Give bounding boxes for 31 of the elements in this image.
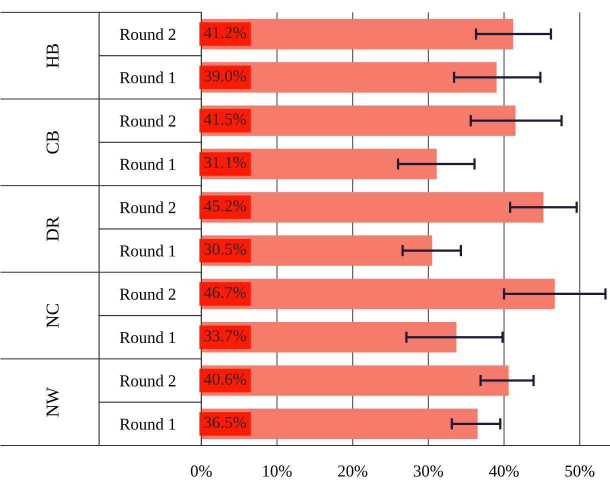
text: CB [46, 131, 59, 154]
y-tick-label: Round 2 [120, 202, 176, 214]
text: NW [46, 387, 59, 417]
text: DR [46, 216, 59, 241]
x-tick-label: 50% [565, 465, 594, 477]
y-tick-label: Round 1 [120, 244, 176, 257]
data-label: 33.7% [204, 330, 246, 342]
data-label: 41.5% [204, 114, 246, 125]
y-tick-label: Round 2 [120, 28, 176, 40]
data-label: 40.6% [204, 373, 246, 385]
data-label: 36.5% [204, 416, 246, 428]
x-tick-label: 10% [263, 465, 292, 477]
y-tick-label: Round 1 [120, 418, 176, 430]
data-label: 39.0% [204, 70, 246, 82]
data-label: 31.1% [204, 156, 246, 168]
data-label: 46.7% [204, 286, 246, 298]
y-tick-label: Round 1 [120, 72, 176, 84]
x-tick-label: 20% [338, 465, 368, 477]
x-tick-label: 30% [414, 465, 444, 477]
y-tick-label: Round 2 [120, 288, 176, 300]
data-label: 30.5% [204, 244, 246, 255]
y-tick-label: Round 1 [120, 158, 176, 170]
x-tick-label: 40% [489, 465, 519, 477]
text: HB [46, 44, 59, 68]
y-tick-label: Round 2 [120, 114, 176, 127]
y-tick-label: Round 2 [120, 374, 176, 386]
y-tick-label: Round 1 [120, 331, 176, 344]
x-tick-label: 0% [190, 465, 212, 477]
text: NC [46, 304, 59, 328]
data-label: 41.2% [204, 26, 246, 38]
data-label: 45.2% [204, 200, 246, 212]
